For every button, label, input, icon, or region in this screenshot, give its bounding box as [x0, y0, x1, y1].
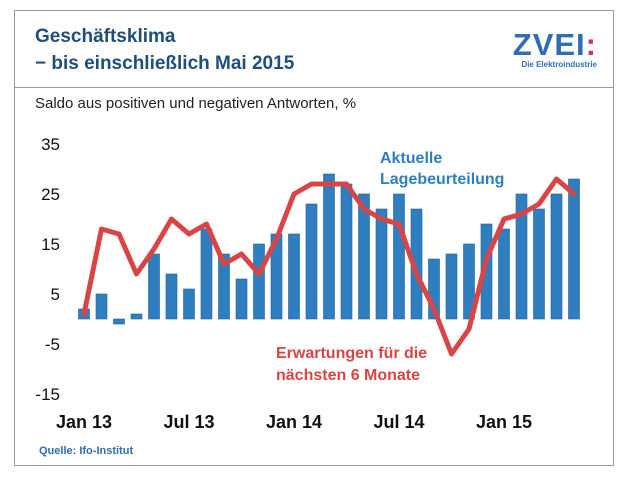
- bar-14: [323, 173, 335, 320]
- bar-4: [148, 253, 160, 320]
- bar-18: [393, 193, 405, 320]
- source-note: Quelle: Ifo-Institut: [39, 445, 134, 457]
- expectations-line: [81, 176, 577, 357]
- title-divider: [15, 87, 613, 88]
- logo-accent: :: [585, 27, 597, 62]
- bar-16: [358, 193, 370, 320]
- line-series: [81, 176, 577, 357]
- bar-8: [218, 253, 230, 320]
- bar-17: [375, 208, 388, 320]
- bar-10: [253, 243, 265, 320]
- x-tick-label: Jul 13: [163, 412, 214, 432]
- annotations: Aktuelle Lagebeurteilung Erwartungen für…: [276, 150, 504, 384]
- bar-7: [200, 228, 213, 320]
- y-tick-label: 35: [41, 135, 60, 154]
- bar-25: [515, 193, 528, 320]
- chart-frame: Geschäftsklima − bis einschließlich Mai …: [14, 10, 614, 466]
- logo-subtitle: Die Elektroindustrie: [521, 60, 597, 69]
- bar-series-label-1: Aktuelle: [380, 150, 442, 167]
- y-tick-label: -5: [45, 335, 60, 354]
- line-series-label-1: Erwartungen für die: [276, 345, 427, 362]
- bar-5: [165, 273, 178, 320]
- bar-6: [183, 288, 195, 320]
- bar-15: [340, 183, 353, 320]
- line-series-label-2: nächsten 6 Monate: [276, 367, 420, 384]
- title-line-2: − bis einschließlich Mai 2015: [35, 53, 295, 74]
- y-tick-label: 25: [41, 185, 60, 204]
- bar-24: [498, 228, 510, 320]
- y-tick-label: 15: [41, 235, 60, 254]
- bar-20: [428, 258, 440, 320]
- bar-series-label-2: Lagebeurteilung: [380, 171, 504, 188]
- x-tick-label: Jan 15: [476, 412, 532, 432]
- bar-2: [113, 318, 125, 325]
- bar-series: [78, 173, 580, 325]
- bar-13: [305, 203, 318, 320]
- bar-26: [533, 208, 545, 320]
- y-tick-label: 5: [51, 285, 60, 304]
- title-line-1: Geschäftsklima: [35, 26, 176, 47]
- bar-12: [288, 233, 300, 320]
- zvei-logo: ZVEI: Die Elektroindustrie: [513, 29, 597, 70]
- bar-27: [550, 193, 563, 320]
- bar-21: [445, 253, 458, 320]
- logo-text: ZVEI: [512, 27, 586, 62]
- chart-title: Geschäftsklima − bis einschließlich Mai …: [35, 23, 294, 77]
- x-tick-label: Jan 13: [56, 412, 112, 432]
- bar-9: [235, 278, 248, 320]
- bar-3: [130, 313, 143, 320]
- bar-1: [95, 293, 108, 320]
- x-tick-label: Jan 14: [266, 412, 322, 432]
- bar-28: [568, 178, 580, 320]
- chart-subtitle: Saldo aus positiven und negativen Antwor…: [35, 95, 357, 112]
- x-axis-ticks: Jan 13 Jul 13 Jan 14 Jul 14 Jan 15: [56, 412, 532, 432]
- y-tick-label: -15: [35, 385, 60, 404]
- y-axis-ticks: 35 25 15 5 -5 -15: [35, 135, 60, 404]
- x-tick-label: Jul 14: [373, 412, 424, 432]
